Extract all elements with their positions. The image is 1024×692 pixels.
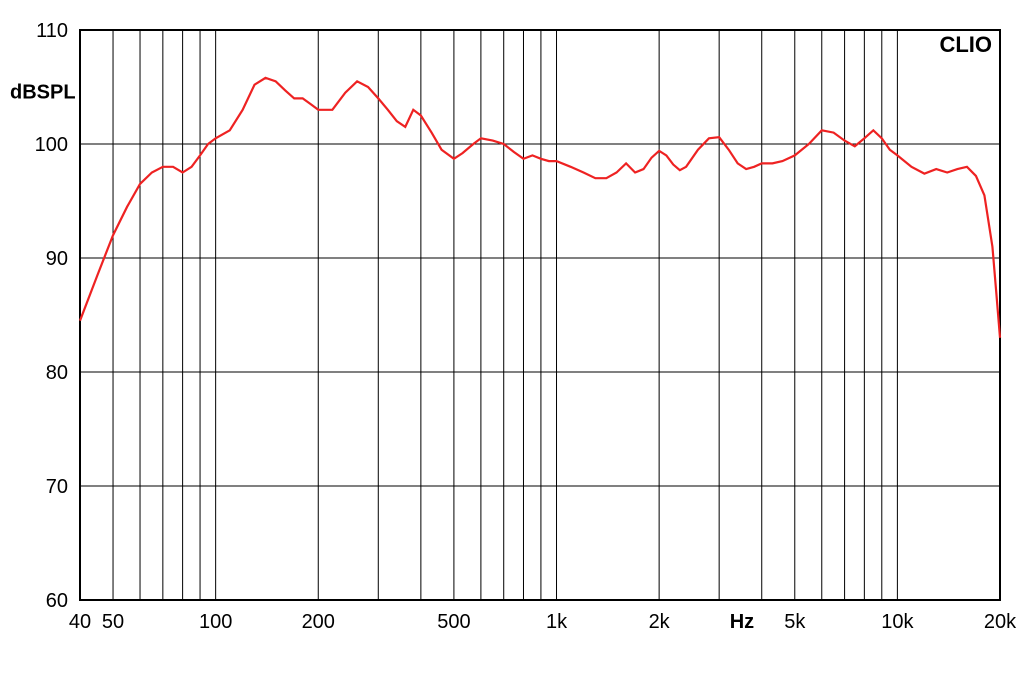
x-tick-label: 200: [302, 611, 335, 633]
y-tick-label: 70: [46, 476, 68, 498]
x-tick-label: 100: [199, 611, 232, 633]
watermark: CLIO: [939, 32, 992, 57]
x-axis-label: Hz: [730, 611, 754, 633]
x-tick-label: 2k: [649, 611, 671, 633]
x-tick-label: 5k: [784, 611, 806, 633]
x-tick-label: 20k: [984, 611, 1017, 633]
x-tick-label: 40: [69, 611, 91, 633]
y-tick-label: 90: [46, 248, 68, 270]
x-tick-label: 1k: [546, 611, 568, 633]
y-tick-label: 60: [46, 590, 68, 612]
x-tick-label: 50: [102, 611, 124, 633]
frequency-response-chart: 60 70 80 90 100 110 dBSPL 40 50 100 200 500 1k 2k Hz 5k…: [0, 0, 1024, 692]
x-tick-label: 500: [437, 611, 470, 633]
y-tick-label: 100: [35, 134, 68, 156]
y-tick-label: 80: [46, 362, 68, 384]
x-tick-label: 10k: [881, 611, 914, 633]
y-axis-label: dBSPL: [10, 81, 76, 103]
y-tick-label: 110: [36, 20, 68, 42]
